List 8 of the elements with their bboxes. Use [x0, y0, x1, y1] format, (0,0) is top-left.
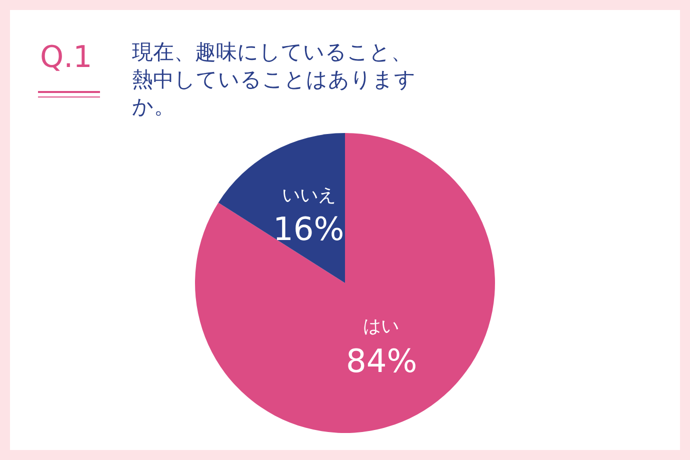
slice-label: いいえ: [282, 185, 336, 206]
chart-title: 現在、趣味にしていること、熱中していることはありますか。: [132, 40, 416, 119]
pie-slice: [195, 133, 495, 433]
data-label: 16%: [273, 210, 344, 248]
slice-label: はい: [363, 316, 399, 337]
text: Q.1: [40, 40, 92, 75]
pie-slice: [218, 133, 345, 283]
data-label: 84%: [346, 342, 418, 380]
